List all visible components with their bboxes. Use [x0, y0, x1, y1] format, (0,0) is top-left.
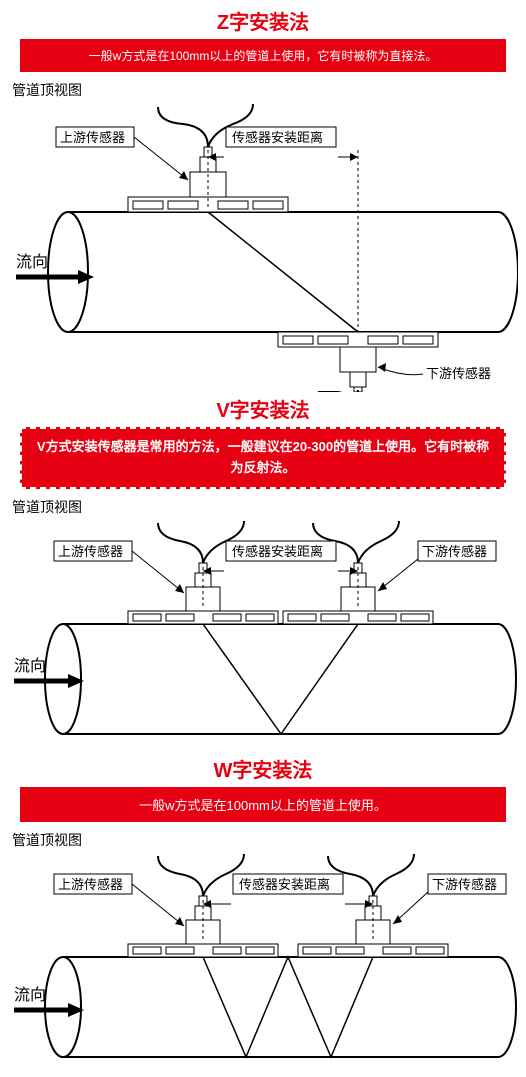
w-downstream-label: 下游传感器	[432, 877, 497, 892]
v-downstream-label: 下游传感器	[422, 544, 487, 559]
v-title: V字安装法	[0, 394, 526, 423]
v-flow-label: 流向	[14, 657, 46, 675]
z-subtitle: 管道顶视图	[12, 80, 526, 100]
z-flow-label: 流向	[16, 253, 48, 271]
v-subtitle: 管道顶视图	[12, 497, 526, 517]
z-diagram: 流向 下游传感器 上游传感器 传感器安装距离	[8, 102, 518, 392]
w-title: W字安装法	[0, 754, 526, 783]
z-downstream-label: 下游传感器	[426, 366, 491, 381]
w-flow-label: 流向	[14, 986, 46, 1004]
w-diagram: 流向 上游传感器 传感器安装距离 下游传感器	[8, 852, 518, 1077]
w-banner: 一般w方式是在100mm以上的管道上使用。	[20, 787, 506, 822]
w-upstream-label: 上游传感器	[58, 877, 123, 892]
v-distance-label: 传感器安装距离	[232, 544, 323, 559]
z-banner: 一般w方式是在100mm以上的管道上使用，它有时被称为直接法。	[20, 39, 506, 72]
v-upstream-label: 上游传感器	[58, 544, 123, 559]
w-subtitle: 管道顶视图	[12, 830, 526, 850]
v-banner: V方式安装传感器是常用的方法，一般建议在20-300的管道上使用。它有时被称为反…	[20, 427, 506, 489]
z-upstream-label: 上游传感器	[60, 130, 125, 145]
v-diagram: 流向 上游传感器 传感器安装距离 下游传感器	[8, 519, 518, 754]
z-distance-label: 传感器安装距离	[232, 130, 323, 145]
w-distance-label: 传感器安装距离	[239, 877, 330, 892]
z-title: Z字安装法	[0, 6, 526, 35]
